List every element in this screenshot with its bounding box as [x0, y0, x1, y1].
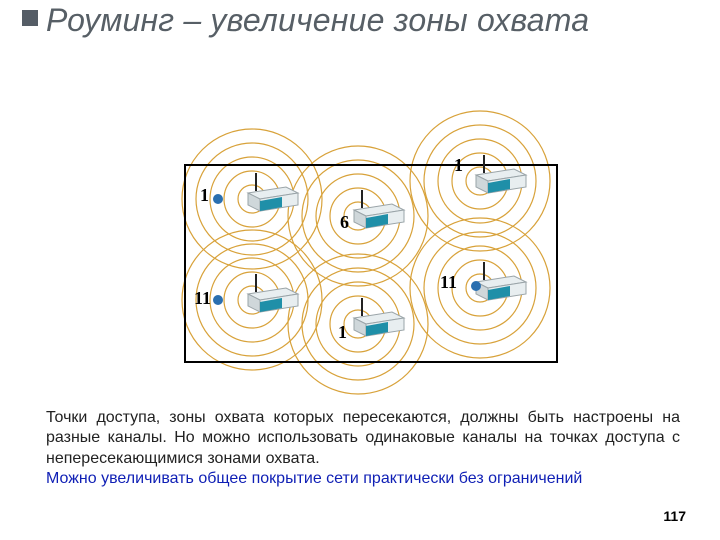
- ap-center-dot: [213, 194, 223, 204]
- channel-label: 1: [200, 185, 209, 206]
- slide-title: Роуминг – увеличение зоны охвата: [46, 2, 589, 39]
- page-number: 117: [663, 508, 686, 524]
- channel-label: 1: [454, 155, 463, 176]
- channel-label: 1: [338, 322, 347, 343]
- ap-center-dot: [471, 281, 481, 291]
- access-point-icon: [242, 272, 300, 316]
- body-paragraph-1: Точки доступа, зоны охвата которых перес…: [46, 409, 680, 467]
- body-text: Точки доступа, зоны охвата которых перес…: [46, 408, 680, 490]
- channel-label: 11: [194, 288, 211, 309]
- access-point-icon: [348, 296, 406, 340]
- access-point-icon: [348, 188, 406, 232]
- channel-label: 11: [440, 272, 457, 293]
- ap-center-dot: [213, 295, 223, 305]
- access-point-icon: [470, 153, 528, 197]
- roaming-diagram: 16111111: [140, 110, 580, 390]
- body-paragraph-2: Можно увеличивать общее покрытие сети пр…: [46, 470, 582, 487]
- title-bullet: [22, 10, 38, 26]
- access-point-icon: [242, 171, 300, 215]
- channel-label: 6: [340, 212, 349, 233]
